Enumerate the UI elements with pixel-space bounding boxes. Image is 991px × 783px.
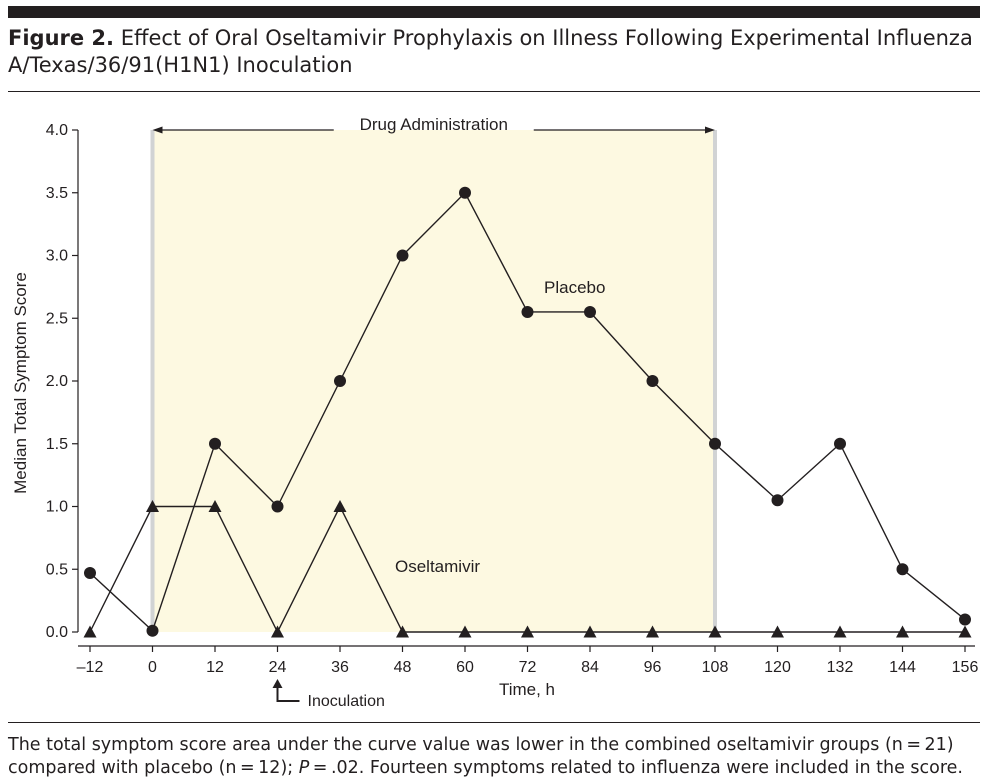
y-tick-label: 1.0 xyxy=(46,499,68,516)
oseltamivir-point xyxy=(83,625,97,638)
x-tick-label: 12 xyxy=(206,659,224,676)
x-tick-label: 144 xyxy=(889,659,916,676)
oseltamivir-series xyxy=(83,500,972,638)
x-tick-label: 60 xyxy=(456,659,474,676)
placebo-point xyxy=(959,613,971,626)
axes: 0.0 0.5 1.0 1.5 2.0 2.5 3.0 3.5 4.0 –12 0 12 24 36 48 6… xyxy=(11,122,978,699)
series xyxy=(83,186,972,638)
placebo-point xyxy=(334,375,346,387)
y-tick-label: 4.0 xyxy=(46,122,68,139)
oseltamivir-point xyxy=(146,500,159,512)
drug-administration-label: Drug Administration xyxy=(360,115,508,134)
oseltamivir-point xyxy=(583,625,597,638)
caption-divider xyxy=(8,722,980,723)
oseltamivir-series-label: Oseltamivir xyxy=(395,557,480,576)
y-tick-label: 0.5 xyxy=(46,561,68,578)
inoculation-label: Inoculation xyxy=(308,693,385,710)
title-divider xyxy=(8,91,980,92)
x-tick-label: 108 xyxy=(702,659,729,676)
oseltamivir-point xyxy=(896,625,909,638)
placebo-point xyxy=(709,437,721,450)
oseltamivir-point xyxy=(646,625,659,638)
y-tick-label: 1.5 xyxy=(46,436,68,453)
y-tick-label: 3.0 xyxy=(46,248,68,265)
placebo-point xyxy=(646,375,659,387)
annotations: Drug Administration Inoculation Placebo Ose… xyxy=(152,115,715,710)
placebo-point xyxy=(459,186,471,199)
y-tick-label: 3.5 xyxy=(46,185,68,202)
figure-title: Figure 2. Effect of Oral Oseltamivir Pro… xyxy=(8,25,980,79)
drug-administration-region xyxy=(150,130,717,632)
drug-administration-arrowhead-right xyxy=(705,126,715,134)
placebo-series-label: Placebo xyxy=(544,278,605,297)
oseltamivir-point xyxy=(833,625,847,638)
drug-administration-shading xyxy=(152,130,715,632)
figure-title-text: Effect of Oral Oseltamivir Prophylaxis o… xyxy=(8,26,973,77)
placebo-point xyxy=(209,437,221,450)
caption-text-1: The total symptom score area under the c… xyxy=(8,735,954,778)
x-tick-label: 132 xyxy=(827,659,854,676)
caption-text-2: = .02. Fourteen symptoms related to infl… xyxy=(309,758,963,778)
x-tick-label: 120 xyxy=(764,659,791,676)
x-tick-label: 36 xyxy=(331,659,349,676)
placebo-point xyxy=(521,305,534,318)
y-tick-label: 2.0 xyxy=(46,373,68,390)
oseltamivir-point xyxy=(708,625,722,638)
x-axis-title: Time, h xyxy=(499,680,555,699)
oseltamivir-point xyxy=(208,500,222,512)
header-bar xyxy=(8,6,980,18)
placebo-point xyxy=(271,500,284,513)
y-tick-label: 2.5 xyxy=(46,310,68,327)
x-tick-label: 156 xyxy=(952,659,979,676)
placebo-point xyxy=(584,305,596,318)
oseltamivir-point xyxy=(958,625,972,638)
figure-caption: The total symptom score area under the c… xyxy=(8,734,983,780)
oseltamivir-point xyxy=(396,625,409,638)
x-tick-label: 24 xyxy=(269,659,287,676)
symptom-score-chart: 0.0 0.5 1.0 1.5 2.0 2.5 3.0 3.5 4.0 –12 0 12 24 36 48 6… xyxy=(11,115,978,710)
drug-administration-arrowhead-left xyxy=(152,126,163,134)
oseltamivir-point xyxy=(521,625,534,638)
placebo-point xyxy=(771,494,784,507)
caption-p-symbol: P xyxy=(298,758,310,778)
x-tick-label: 72 xyxy=(519,659,537,676)
figure-label: Figure 2. xyxy=(8,26,115,50)
placebo-series xyxy=(84,186,971,637)
placebo-point xyxy=(896,563,909,576)
x-tick-label: 48 xyxy=(394,659,412,676)
y-tick-label: 0.0 xyxy=(46,624,68,641)
placebo-point xyxy=(396,249,409,262)
oseltamivir-point xyxy=(458,625,472,638)
oseltamivir-point xyxy=(271,625,284,638)
x-tick-label: 96 xyxy=(644,659,662,676)
placebo-point xyxy=(834,437,846,450)
y-axis-title: Median Total Symptom Score xyxy=(11,272,30,494)
inoculation-arrowhead xyxy=(272,679,283,688)
oseltamivir-point xyxy=(771,625,784,638)
x-tick-label: 0 xyxy=(148,659,157,676)
oseltamivir-point xyxy=(333,500,347,512)
x-tick-label: –12 xyxy=(77,659,104,676)
placebo-point xyxy=(84,567,96,580)
x-tick-label: 84 xyxy=(581,659,599,676)
placebo-point xyxy=(146,624,159,637)
